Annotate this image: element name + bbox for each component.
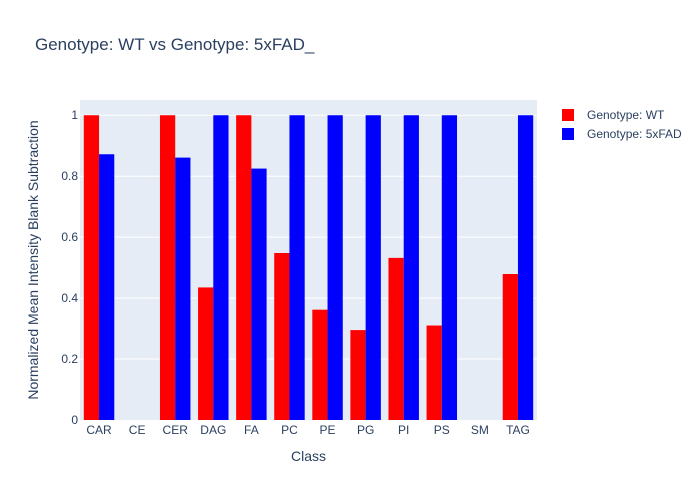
legend[interactable]: Genotype: WT Genotype: 5xFAD (562, 108, 682, 141)
bar-dag-5xfad[interactable] (213, 115, 229, 420)
bar-pc-wt[interactable] (274, 252, 290, 420)
x-tick-label: TAG (506, 423, 530, 437)
x-ticks: CAR CE CER DAG FA PC PE PG PI PS SM TAG (86, 423, 529, 437)
y-tick-label: 0.2 (61, 352, 78, 366)
x-tick-label: CER (163, 423, 189, 437)
y-tick-label: 1 (71, 108, 78, 122)
bar-pc-5xfad[interactable] (289, 115, 305, 420)
bar-pi-wt[interactable] (388, 257, 404, 420)
x-tick-label: PG (357, 423, 374, 437)
x-tick-label: PC (281, 423, 298, 437)
y-tick-label: 0 (71, 413, 78, 427)
legend-item-5xfad[interactable]: Genotype: 5xFAD (562, 127, 682, 141)
bar-car-wt[interactable] (83, 115, 100, 420)
x-tick-label: PE (320, 423, 336, 437)
x-tick-label: CAR (86, 423, 112, 437)
y-ticks: 0 0.2 0.4 0.6 0.8 1 (61, 108, 78, 427)
bar-tag-wt[interactable] (502, 274, 518, 420)
x-tick-label: FA (244, 423, 259, 437)
bar-pi-5xfad[interactable] (403, 115, 419, 420)
bar-fa-wt[interactable] (236, 115, 252, 420)
bar-fa-5xfad[interactable] (251, 168, 267, 420)
x-axis-title: Class (291, 448, 326, 464)
x-tick-label: SM (471, 423, 489, 437)
bar-car-5xfad[interactable] (99, 154, 115, 420)
legend-label: Genotype: 5xFAD (587, 127, 682, 141)
bar-dag-wt[interactable] (198, 287, 214, 420)
bar-pg-5xfad[interactable] (365, 115, 381, 420)
legend-swatch (562, 128, 574, 140)
bar-cer-wt[interactable] (159, 115, 176, 420)
bar-ps-5xfad[interactable] (441, 115, 458, 420)
bars-group (83, 115, 534, 420)
bar-ps-wt[interactable] (426, 325, 442, 420)
legend-item-wt[interactable]: Genotype: WT (562, 108, 665, 122)
chart-title: Genotype: WT vs Genotype: 5xFAD_ (35, 35, 315, 54)
y-axis-title: Normalized Mean Intensity Blank Subtract… (25, 120, 41, 399)
x-tick-label: PS (434, 423, 450, 437)
legend-label: Genotype: WT (587, 108, 665, 122)
bar-tag-5xfad[interactable] (517, 115, 534, 420)
plot-area (80, 100, 537, 420)
bar-pe-wt[interactable] (312, 309, 328, 420)
x-tick-label: PI (398, 423, 409, 437)
x-tick-label: CE (129, 423, 146, 437)
gridlines (80, 114, 537, 360)
y-tick-label: 0.6 (61, 230, 78, 244)
bar-cer-5xfad[interactable] (175, 157, 191, 420)
bar-pg-wt[interactable] (350, 330, 366, 420)
bar-pe-5xfad[interactable] (327, 115, 343, 420)
legend-swatch (562, 109, 574, 121)
x-tick-label: DAG (200, 423, 226, 437)
y-tick-label: 0.8 (61, 169, 78, 183)
y-tick-label: 0.4 (61, 291, 78, 305)
